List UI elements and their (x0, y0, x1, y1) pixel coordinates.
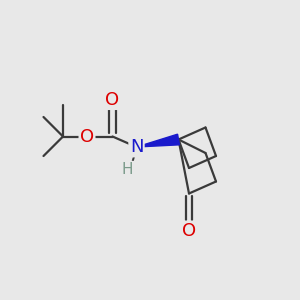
Polygon shape (136, 134, 179, 147)
Text: N: N (130, 138, 143, 156)
Text: O: O (80, 128, 94, 146)
Text: O: O (182, 222, 196, 240)
Text: O: O (105, 91, 120, 109)
Text: H: H (122, 162, 133, 177)
